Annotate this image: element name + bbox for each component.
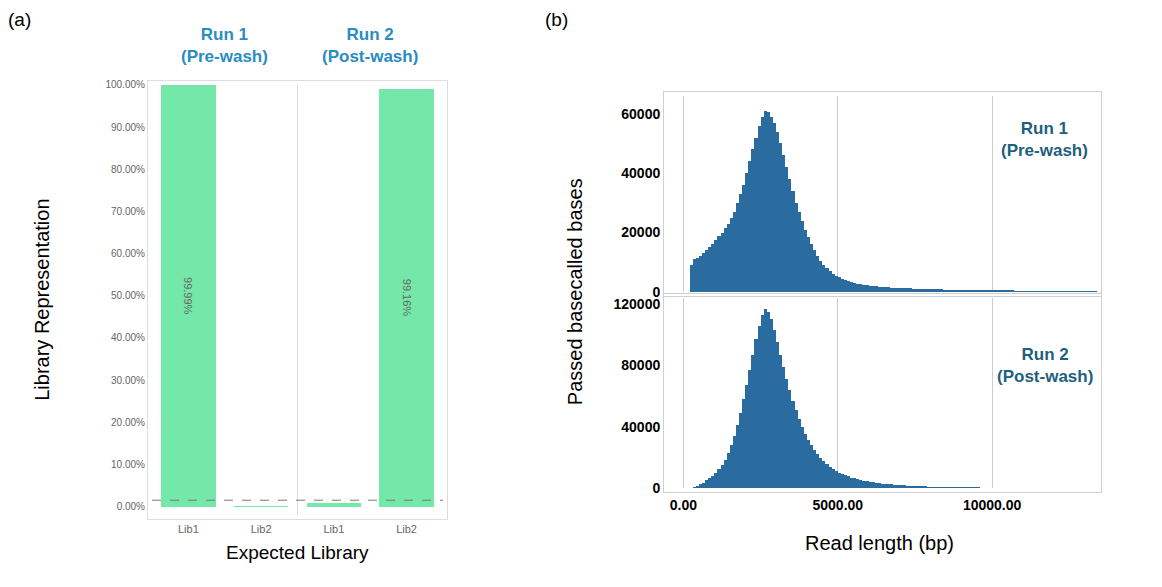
svg-text:5000.00: 5000.00 (812, 497, 863, 513)
svg-text:0.00%: 0.00% (117, 501, 145, 512)
svg-text:20000: 20000 (621, 224, 660, 240)
svg-text:Passed basecalled bases: Passed basecalled bases (564, 178, 586, 405)
svg-text:40000: 40000 (621, 419, 660, 435)
svg-text:60.00%: 60.00% (111, 248, 145, 259)
svg-text:(b): (b) (545, 9, 568, 30)
svg-text:0: 0 (652, 284, 660, 300)
svg-text:50.00%: 50.00% (111, 290, 145, 301)
svg-text:Lib1: Lib1 (178, 523, 199, 535)
svg-text:60000: 60000 (621, 106, 660, 122)
svg-text:20.00%: 20.00% (111, 417, 145, 428)
svg-text:10000.00: 10000.00 (963, 497, 1022, 513)
svg-text:Lib2: Lib2 (396, 523, 417, 535)
svg-text:0: 0 (652, 480, 660, 496)
svg-text:99.16%: 99.16% (401, 279, 413, 317)
svg-text:80000: 80000 (621, 357, 660, 373)
svg-text:80.00%: 80.00% (111, 164, 145, 175)
svg-text:Run 2(Post-wash): Run 2(Post-wash) (997, 345, 1093, 386)
svg-text:Lib1: Lib1 (323, 523, 344, 535)
svg-text:Run 1(Pre-wash): Run 1(Pre-wash) (1001, 119, 1088, 160)
svg-text:90.00%: 90.00% (111, 122, 145, 133)
svg-text:Read length (bp): Read length (bp) (805, 532, 954, 554)
svg-text:40.00%: 40.00% (111, 332, 145, 343)
svg-text:10.00%: 10.00% (111, 459, 145, 470)
svg-text:Expected Library: Expected Library (226, 542, 369, 563)
svg-text:30.00%: 30.00% (111, 375, 145, 386)
svg-text:(a): (a) (8, 9, 31, 30)
svg-text:0.00: 0.00 (670, 497, 697, 513)
svg-text:Run 1(Pre-wash): Run 1(Pre-wash) (181, 25, 268, 66)
svg-text:70.00%: 70.00% (111, 206, 145, 217)
svg-text:120000: 120000 (614, 296, 661, 312)
svg-text:99.99%: 99.99% (182, 277, 194, 315)
svg-text:Library Representation: Library Representation (31, 198, 53, 400)
svg-text:40000: 40000 (621, 165, 660, 181)
svg-text:100.00%: 100.00% (106, 79, 146, 90)
svg-text:Run 2(Post-wash): Run 2(Post-wash) (322, 25, 418, 66)
svg-text:Lib2: Lib2 (251, 523, 272, 535)
